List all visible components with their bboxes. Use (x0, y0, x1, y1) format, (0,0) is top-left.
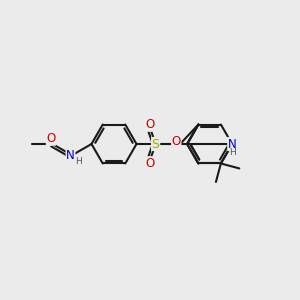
Text: H: H (75, 157, 81, 166)
Text: H: H (230, 148, 236, 157)
Text: O: O (172, 135, 181, 148)
Text: N: N (228, 137, 236, 151)
Text: N: N (66, 149, 75, 162)
Text: O: O (46, 132, 56, 145)
Text: S: S (152, 137, 160, 151)
Text: O: O (146, 157, 154, 170)
Text: O: O (146, 118, 154, 131)
